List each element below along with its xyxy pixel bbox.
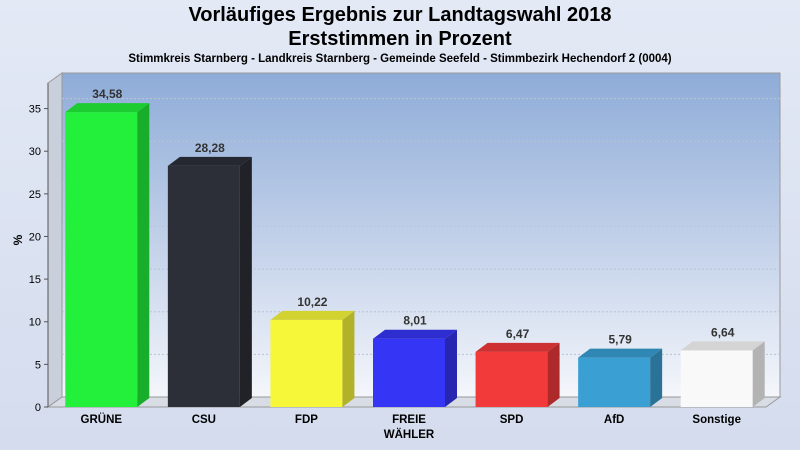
bar-side xyxy=(239,156,252,407)
bar-side xyxy=(547,342,560,407)
bar-side xyxy=(752,341,765,407)
value-label: 6,64 xyxy=(711,325,735,339)
y-tick-label: 20 xyxy=(29,231,41,243)
bar xyxy=(373,338,445,407)
y-tick-label: 15 xyxy=(29,274,41,286)
x-tick-label: AfD xyxy=(604,414,624,426)
y-tick-label: 25 xyxy=(29,189,41,201)
bar xyxy=(65,112,138,407)
bar-side xyxy=(137,103,150,407)
value-label: 10,22 xyxy=(297,295,327,309)
y-tick-label: 10 xyxy=(29,317,41,329)
x-tick-label: SPD xyxy=(500,414,524,426)
x-tick-label: CSU xyxy=(192,414,216,426)
bar xyxy=(270,319,343,407)
bar xyxy=(475,351,548,407)
bar-top xyxy=(373,329,457,339)
value-label: 34,58 xyxy=(92,87,122,101)
y-tick-label: 5 xyxy=(35,359,41,371)
bar-top xyxy=(475,342,560,352)
bar-top xyxy=(680,341,765,351)
x-tick-label: FDP xyxy=(295,414,318,426)
bar-top xyxy=(65,103,150,113)
y-axis-label: % xyxy=(11,234,25,245)
chart-caption: Stimmkreis Starnberg - Landkreis Starnbe… xyxy=(128,53,672,65)
bar xyxy=(167,165,240,407)
plot-area: 0 5 10 15 20 25 30 35 34,58 GRÜNE 28,28 CSU 10,22 FDP… xyxy=(29,72,782,441)
x-tick-label: FREIE xyxy=(392,414,426,426)
x-tick-label: WÄHLER xyxy=(384,428,435,441)
x-tick-label: Sonstige xyxy=(692,414,741,426)
y-tick-label: 0 xyxy=(35,402,41,414)
value-label: 8,01 xyxy=(403,314,427,328)
bar-top xyxy=(270,310,355,320)
x-tick-label: GRÜNE xyxy=(81,413,123,426)
value-label: 28,28 xyxy=(195,141,225,155)
chart-title: Vorläufiges Ergebnis zur Landtagswahl 20… xyxy=(188,4,612,26)
side-wall xyxy=(47,72,63,408)
value-label: 5,79 xyxy=(608,333,632,347)
value-label: 6,47 xyxy=(506,327,530,341)
bar-side xyxy=(342,310,355,407)
bar-top xyxy=(167,156,252,166)
y-tick-label: 30 xyxy=(29,146,41,158)
bar-side xyxy=(650,348,663,407)
bar-top xyxy=(578,348,663,358)
bar-side xyxy=(445,329,457,407)
y-tick-label: 35 xyxy=(29,104,41,116)
bar xyxy=(578,357,651,407)
chart-subtitle: Erststimmen in Prozent xyxy=(288,28,512,50)
bar xyxy=(680,350,753,407)
